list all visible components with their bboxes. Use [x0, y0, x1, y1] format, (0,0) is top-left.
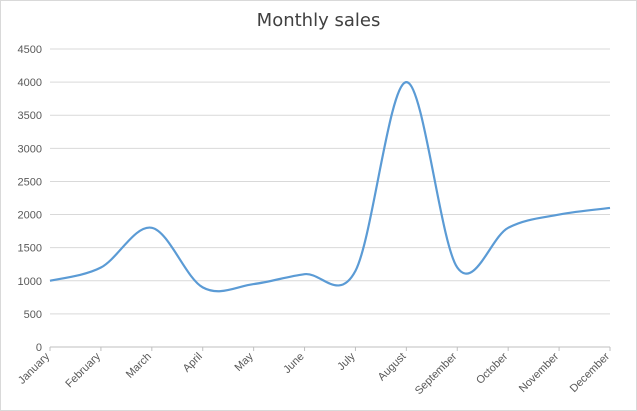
x-tick-label: September — [413, 350, 460, 397]
y-tick-label: 3500 — [18, 110, 42, 122]
y-tick-label: 4000 — [18, 77, 42, 89]
y-axis-ticks: 0 500 1000 1500 2000 2500 3000 3500 4000 4500 — [18, 44, 42, 354]
x-tick-label: October — [474, 350, 510, 386]
x-tick-label: May — [233, 350, 257, 374]
x-tick-label: February — [63, 350, 103, 390]
gridlines — [50, 48, 610, 348]
chart-title: Monthly sales — [256, 10, 381, 31]
x-tick-label: July — [335, 350, 358, 373]
y-tick-label: 3000 — [18, 143, 42, 155]
x-tick-label: December — [568, 350, 613, 395]
y-tick-label: 1000 — [18, 276, 42, 288]
y-tick-label: 500 — [24, 309, 42, 321]
x-tick-label: January — [16, 350, 53, 387]
x-tick-label: June — [281, 351, 306, 376]
sales-line — [49, 81, 611, 293]
y-tick-label: 2000 — [18, 210, 42, 222]
y-tick-label: 0 — [36, 342, 42, 354]
y-tick-label: 2500 — [18, 176, 42, 188]
x-axis-ticks: January February March April May June July Augu… — [16, 347, 612, 397]
x-tick-label: August — [376, 351, 409, 384]
y-tick-label: 1500 — [18, 243, 42, 255]
x-tick-label: April — [181, 351, 205, 375]
y-tick-label: 4500 — [18, 44, 42, 56]
x-tick-label: November — [517, 350, 562, 395]
x-tick-label: March — [124, 351, 154, 381]
